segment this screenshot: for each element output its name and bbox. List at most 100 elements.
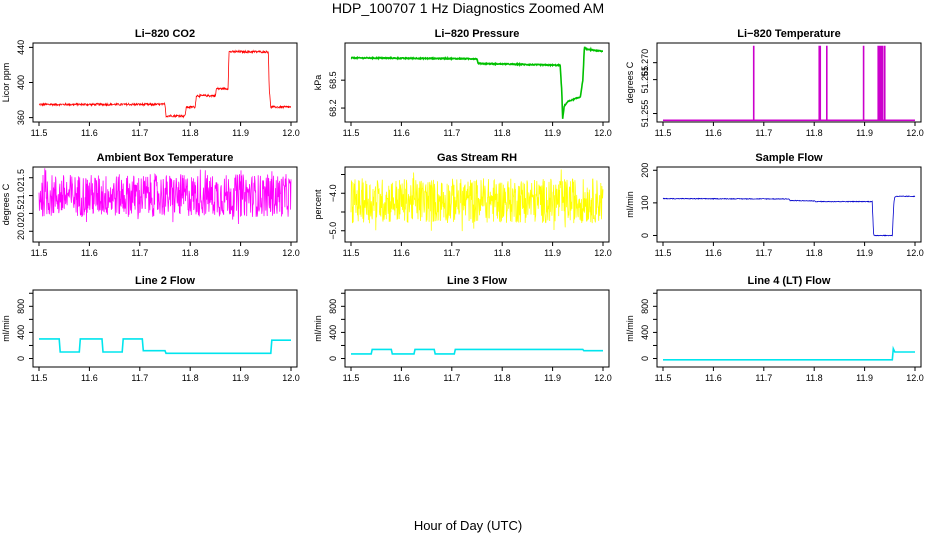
y-tick-label: 20.5: [16, 205, 26, 223]
panel-9: Line 4 (LT) Flow ml/min 11.5 11.6 11.7 11.8 11…: [625, 275, 924, 383]
x-tick-label: 11.9: [856, 373, 873, 383]
y-tick-label: 0: [640, 233, 650, 238]
plot-frame: [656, 289, 922, 368]
panel-title: Gas Stream RH: [437, 152, 517, 164]
x-tick-label: 11.7: [755, 373, 772, 383]
x-tick-label: 11.7: [443, 373, 460, 383]
x-tick-label: 11.8: [494, 128, 511, 138]
y-tick-label: 100: [640, 195, 650, 210]
figure-xlabel: Hour of Day (UTC): [413, 518, 523, 533]
y-tick-label: 0: [328, 356, 338, 361]
series-line: [38, 168, 292, 225]
series-line: [39, 338, 291, 355]
x-tick-label: 11.9: [232, 128, 249, 138]
x-tick-label: 11.7: [443, 248, 460, 258]
panel-title: Line 3 Flow: [447, 275, 507, 287]
y-tick-label: 440: [16, 40, 26, 55]
x-tick-label: 11.6: [705, 373, 722, 383]
figure-title: HDP_100707 1 Hz Diagnostics Zoomed AM: [331, 0, 605, 16]
x-tick-label: 11.9: [232, 248, 249, 258]
x-tick-label: 12.0: [282, 128, 300, 138]
x-tick-label: 11.9: [856, 248, 873, 258]
x-tick-label: 11.9: [856, 128, 873, 138]
x-tick-label: 11.7: [131, 373, 148, 383]
panel-title: Sample Flow: [755, 152, 823, 164]
y-tick-label: 800: [640, 299, 650, 314]
x-tick-label: 11.6: [393, 248, 410, 258]
plot-frame: [32, 42, 298, 123]
panel-title: Line 4 (LT) Flow: [748, 275, 831, 287]
x-tick-label: 11.8: [806, 248, 823, 258]
panel-title: Li−820 Temperature: [737, 28, 840, 40]
series-line: [662, 195, 916, 237]
x-tick-label: 11.5: [343, 128, 360, 138]
plot-frame: [656, 166, 922, 243]
panel-ylabel: ml/min: [625, 315, 635, 342]
panel-ylabel: ml/min: [1, 315, 11, 342]
y-tick-label: 400: [16, 325, 26, 340]
y-tick-label: 51.265: [640, 66, 650, 94]
y-tick-label: 200: [640, 163, 650, 178]
y-tick-label: 68.2: [328, 99, 338, 117]
y-tick-label: 800: [328, 299, 338, 314]
x-tick-label: 11.8: [182, 373, 199, 383]
y-tick-label: −4.0: [328, 184, 338, 202]
x-tick-label: 11.6: [393, 373, 410, 383]
panel-1: Li−820 CO2 Licor ppm 11.5 11.6 11.7 11.8 11.9 1…: [1, 28, 300, 138]
panel-3: Li−820 Temperature degrees C 11.5 11.6 11.7 1…: [625, 28, 924, 138]
series-line: [350, 46, 603, 119]
x-tick-label: 12.0: [282, 373, 300, 383]
x-tick-label: 11.8: [806, 128, 823, 138]
series-line: [663, 345, 915, 361]
panel-6: Sample Flow ml/min 11.5 11.6 11.7 11.8 11.9 12.…: [625, 152, 924, 258]
y-tick-label: 400: [328, 325, 338, 340]
panel-8: Line 3 Flow ml/min 11.5 11.6 11.7 11.8 11.9 12.…: [313, 275, 612, 383]
x-tick-label: 11.8: [806, 373, 823, 383]
plot-frame: [32, 166, 298, 243]
x-tick-label: 12.0: [594, 373, 612, 383]
panel-title: Line 2 Flow: [135, 275, 195, 287]
y-tick-label: 51.255: [640, 100, 650, 128]
y-tick-label: 400: [640, 325, 650, 340]
y-tick-label: 21.5: [16, 169, 26, 187]
panel-ylabel: Licor ppm: [1, 63, 11, 103]
x-tick-label: 12.0: [906, 373, 924, 383]
x-tick-label: 11.5: [31, 248, 48, 258]
panel-ylabel: percent: [313, 189, 323, 220]
panel-title: Li−820 Pressure: [435, 28, 520, 40]
x-tick-label: 11.9: [232, 373, 249, 383]
panel-title: Ambient Box Temperature: [97, 152, 234, 164]
x-tick-label: 11.6: [705, 128, 722, 138]
panel-ylabel: kPa: [313, 75, 323, 91]
x-tick-label: 12.0: [282, 248, 300, 258]
series-line: [351, 348, 603, 355]
y-tick-label: 360: [16, 110, 26, 125]
y-tick-label: 21.0: [16, 187, 26, 205]
x-tick-label: 11.6: [81, 128, 98, 138]
y-tick-label: 51.270: [640, 49, 650, 77]
panel-ylabel: degrees C: [625, 61, 635, 103]
x-tick-label: 11.6: [81, 373, 98, 383]
panel-title: Li−820 CO2: [135, 28, 195, 40]
panel-4: Ambient Box Temperature degrees C 11.5 11.6…: [1, 152, 300, 258]
x-tick-label: 11.9: [544, 373, 561, 383]
x-tick-label: 11.5: [655, 373, 672, 383]
x-tick-label: 11.5: [31, 128, 48, 138]
x-tick-label: 12.0: [906, 128, 924, 138]
x-tick-label: 11.8: [494, 248, 511, 258]
y-tick-label: −5.0: [328, 222, 338, 240]
x-tick-label: 11.8: [182, 128, 199, 138]
x-tick-label: 11.8: [182, 248, 199, 258]
x-tick-label: 11.6: [705, 248, 722, 258]
x-tick-label: 11.6: [81, 248, 98, 258]
x-tick-label: 11.5: [655, 248, 672, 258]
x-tick-label: 11.8: [494, 373, 511, 383]
series-line: [350, 169, 604, 232]
y-tick-label: 400: [16, 75, 26, 90]
panel-ylabel: ml/min: [313, 315, 323, 342]
plot-frame: [656, 42, 922, 123]
series-line: [38, 49, 291, 119]
x-tick-label: 11.6: [393, 128, 410, 138]
plot-frame: [344, 289, 610, 368]
